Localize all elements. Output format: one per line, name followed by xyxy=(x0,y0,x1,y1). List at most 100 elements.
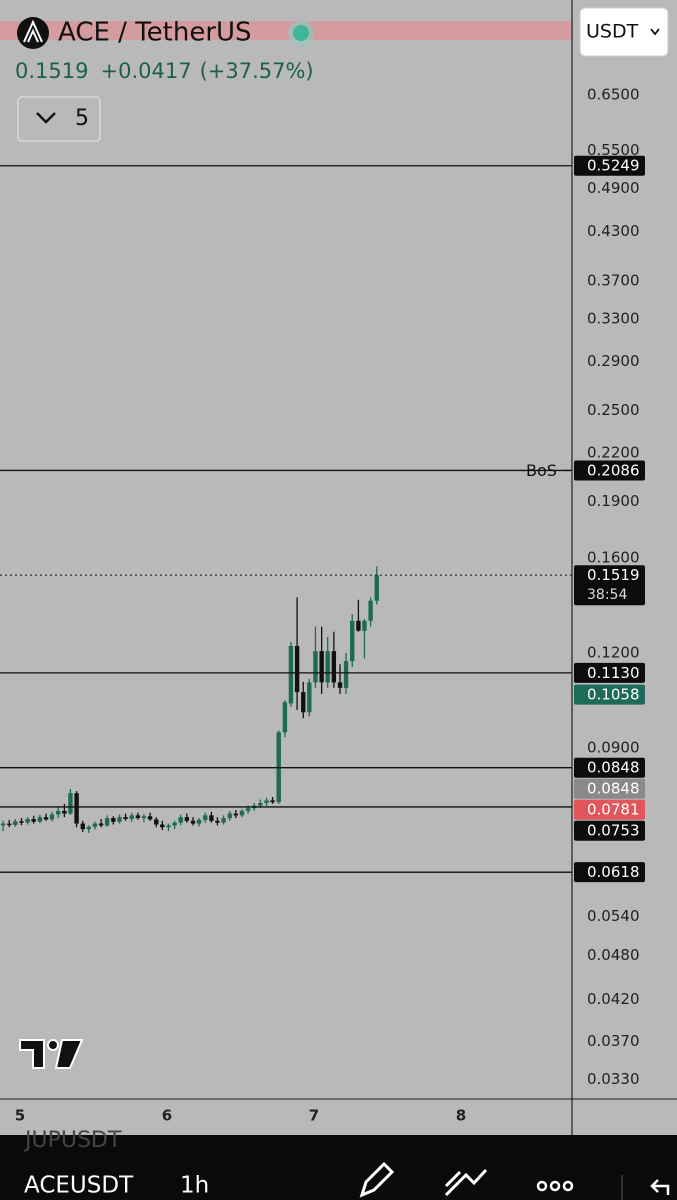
candle-body xyxy=(68,793,73,814)
candle-body xyxy=(301,692,306,713)
y-tick-label: 0.4300 xyxy=(587,222,640,240)
price-change: +0.0417 xyxy=(100,59,191,83)
price-badge xyxy=(574,820,645,841)
candle-body xyxy=(221,818,226,823)
price-badge-label: 0.5249 xyxy=(587,157,640,175)
candle-body xyxy=(43,817,49,820)
price-line: 0.1519 +0.0417 (+37.57%) xyxy=(15,59,314,83)
candle-body xyxy=(239,810,245,816)
y-tick-label: 0.1600 xyxy=(587,549,640,567)
toolbar-interval[interactable]: 1h xyxy=(180,1173,209,1199)
candle-body xyxy=(233,813,238,816)
candle-body xyxy=(56,810,61,815)
candle-body xyxy=(362,620,367,631)
candle-body xyxy=(129,815,134,819)
indicator-toggle[interactable] xyxy=(17,96,101,142)
currency-button[interactable] xyxy=(579,7,669,57)
previous-symbol: JUPUSDT xyxy=(23,1128,122,1153)
price-badge-label: 0.0753 xyxy=(587,822,640,840)
y-tick-label: 0.3700 xyxy=(587,272,640,290)
symbol-logo-glyph xyxy=(23,19,43,43)
y-tick-label: 0.2200 xyxy=(587,443,640,461)
candle-body xyxy=(178,817,183,823)
price-badge xyxy=(574,155,645,176)
price-badge-label: 0.1058 xyxy=(587,686,640,704)
more-icon[interactable] xyxy=(536,1180,574,1192)
back-icon[interactable] xyxy=(650,1179,670,1195)
candle-body xyxy=(258,803,263,806)
toolbar-symbol[interactable]: ACEUSDT xyxy=(24,1173,134,1199)
candle-body xyxy=(215,820,220,823)
y-tick-label: 0.0370 xyxy=(587,1032,640,1050)
candle-body xyxy=(104,818,110,826)
candle-body xyxy=(74,793,79,824)
price-badge-label: 0.0848 xyxy=(587,759,640,777)
header-band xyxy=(0,21,572,40)
level-annotation: BoS xyxy=(526,461,557,480)
candle-body xyxy=(92,823,98,827)
candle-body xyxy=(282,702,288,733)
x-tick-label: 5 xyxy=(15,1107,25,1125)
candle-body xyxy=(49,814,55,820)
candle-body xyxy=(368,600,373,621)
candle-body xyxy=(264,800,269,804)
last-price: 0.1519 xyxy=(15,59,88,83)
candle-body xyxy=(62,810,67,814)
y-tick-label: 0.6500 xyxy=(587,86,640,104)
y-tick-label: 0.1900 xyxy=(587,492,640,510)
price-badge xyxy=(574,757,645,778)
y-tick-label: 0.3300 xyxy=(587,309,640,327)
candle-body xyxy=(227,813,232,819)
chart-layer: 0.6500 0.5500 0.4900 0.4300 0.3700 0.3300 0.29… xyxy=(0,86,645,1125)
candle-body xyxy=(13,821,18,825)
status-dot xyxy=(293,25,309,41)
candle-body xyxy=(117,817,122,822)
y-tick-label: 0.2900 xyxy=(587,352,640,370)
y-tick-label: 0.0420 xyxy=(587,990,640,1008)
candle-body xyxy=(98,823,104,826)
candle-body xyxy=(203,815,208,820)
y-tick-label: 0.1200 xyxy=(587,644,640,662)
candle-body xyxy=(25,818,30,823)
tradingview-logo xyxy=(19,1039,84,1069)
candle-body xyxy=(209,815,214,821)
candle-body xyxy=(172,822,177,826)
lines-tool-icon[interactable] xyxy=(444,1168,488,1197)
price-badge-label: 0.0781 xyxy=(587,801,640,819)
candle-body xyxy=(307,682,312,713)
candle-body xyxy=(160,824,165,828)
symbol-title: ACE / TetherUS xyxy=(58,18,252,48)
price-badge xyxy=(574,565,645,606)
candle-body xyxy=(123,817,128,819)
x-tick-label: 8 xyxy=(456,1107,466,1125)
price-badge-label: 0.2086 xyxy=(587,461,640,479)
candle-body xyxy=(319,651,324,683)
y-tick-label: 0.0480 xyxy=(587,946,640,964)
candle-body xyxy=(7,823,12,826)
indicator-count: 5 xyxy=(75,106,89,131)
candle-body xyxy=(80,823,85,830)
y-tick-label: 0.0540 xyxy=(587,907,640,925)
currency-chevron xyxy=(650,28,660,36)
candle-body xyxy=(356,620,361,631)
candle-body xyxy=(350,620,355,662)
draw-tool-icon[interactable] xyxy=(359,1161,395,1198)
candle-body xyxy=(245,808,251,811)
price-badge-label: 0.1130 xyxy=(587,664,640,682)
x-tick-label: 6 xyxy=(162,1107,172,1125)
countdown-label: 38:54 xyxy=(587,587,627,603)
candle-body xyxy=(190,820,196,824)
candle-body xyxy=(111,818,116,822)
candle-body xyxy=(147,816,153,820)
candle-body xyxy=(31,818,36,822)
currency-label: USDT xyxy=(586,21,639,43)
candle-body xyxy=(154,819,159,825)
y-tick-label: 0.4900 xyxy=(587,179,640,197)
y-tick-label: 0.2500 xyxy=(587,401,640,419)
candle-body xyxy=(135,815,141,819)
candle-body xyxy=(331,651,337,683)
price-badge xyxy=(574,460,645,481)
price-badge xyxy=(574,662,645,683)
candle-body xyxy=(196,819,202,824)
